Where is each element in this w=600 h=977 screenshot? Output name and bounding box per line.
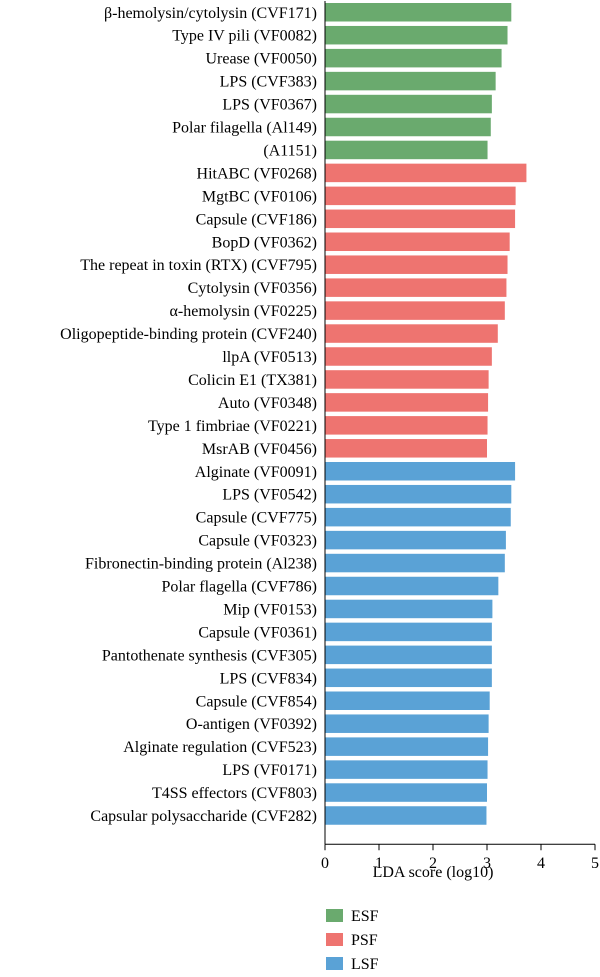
bar [325,760,488,779]
category-label: Capsule (VF0323) [198,533,317,550]
bar [325,393,489,412]
bar [325,714,489,733]
category-label: Type IV pili (VF0082) [172,28,317,45]
x-tick-label: 3 [483,855,491,872]
bars-layer [325,3,527,825]
bar [325,94,492,114]
bar [325,553,505,573]
bar [325,530,506,550]
legend-label: LSF [351,956,379,973]
bar [325,645,492,665]
legend-label: PSF [351,932,378,949]
bar [325,232,510,251]
category-label: MsrAB (VF0456) [202,441,317,458]
bar [325,416,488,435]
legend: ESF PSF LSF [326,908,379,973]
category-label: Auto (VF0348) [218,395,317,412]
x-tick-label: 2 [429,855,437,872]
category-label: Capsule (CVF854) [196,693,317,710]
bar [325,140,488,160]
bar [325,806,487,825]
category-label: Alginate regulation (CVF523) [123,739,317,756]
bar [325,71,496,91]
legend-swatch [326,957,343,970]
x-tick-label: 5 [591,855,599,872]
category-label: LPS (VF0542) [222,487,317,504]
bar [325,25,508,45]
category-label: LPS (CVF834) [220,670,317,687]
category-labels: β-hemolysin/cytolysin (CVF171) Type IV pi… [60,5,317,825]
category-label: Cytolysin (VF0356) [188,280,317,297]
bar [325,439,487,458]
bar [325,737,489,756]
category-label: Urease (VF0050) [205,51,317,68]
bar [325,691,490,710]
bar [325,301,505,320]
x-tick-label: 1 [375,855,383,872]
bar [325,507,511,527]
bar [325,783,487,802]
category-label: Colicin E1 (TX381) [188,372,317,389]
category-label: Polar flagella (CVF786) [161,579,317,596]
category-label: Mip (VF0153) [223,601,317,618]
category-label: Pantothenate synthesis (CVF305) [102,647,317,664]
bar [325,278,507,297]
category-label: Capsule (VF0361) [198,624,317,641]
category-label: LPS (CVF383) [220,74,317,91]
x-tick-label: 0 [321,855,329,872]
bar [325,3,512,22]
legend-swatch [326,909,343,922]
category-label: llpA (VF0513) [222,349,317,366]
category-label: The repeat in toxin (RTX) (CVF795) [80,257,317,274]
bar [325,484,512,504]
legend-swatch [326,933,343,946]
bar [325,622,492,642]
category-label: (A1151) [263,142,317,159]
bar [325,48,502,68]
category-label: Capsule (CVF186) [196,211,317,228]
category-label: Oligopeptide-binding protein (CVF240) [60,326,317,343]
category-label: HitABC (VF0268) [197,165,317,182]
category-label: α-hemolysin (VF0225) [170,303,317,320]
category-label: β-hemolysin/cytolysin (CVF171) [104,5,317,22]
legend-label: ESF [351,908,379,925]
x-tick-label: 4 [537,855,545,872]
bar [325,462,516,481]
bar [325,668,492,688]
bar [325,163,527,183]
bar [325,370,489,389]
category-label: O-antigen (VF0392) [186,716,317,733]
bar [325,117,491,137]
bar [325,186,516,206]
x-axis-title: LDA score (log10) [373,864,494,881]
category-label: Fibronectin-binding protein (Al238) [85,556,317,573]
bar [325,255,508,274]
x-axis: 0 1 2 3 4 5 [321,1,599,872]
bar [325,576,499,596]
category-label: BopD (VF0362) [212,234,317,251]
category-label: LPS (VF0367) [222,97,317,114]
bar [325,209,516,229]
category-label: MgtBC (VF0106) [202,188,317,205]
bar [325,599,493,619]
category-label: T4SS effectors (CVF803) [152,785,317,802]
category-label: Alginate (VF0091) [195,464,317,481]
category-label: Type 1 fimbriae (VF0221) [148,418,317,435]
category-label: LPS (VF0171) [222,762,317,779]
category-label: Capsule (CVF775) [196,510,317,527]
bar [325,347,492,366]
bar [325,324,498,343]
category-label: Polar filagella (Al149) [172,120,317,137]
category-label: Capsular polysaccharide (CVF282) [90,808,317,825]
